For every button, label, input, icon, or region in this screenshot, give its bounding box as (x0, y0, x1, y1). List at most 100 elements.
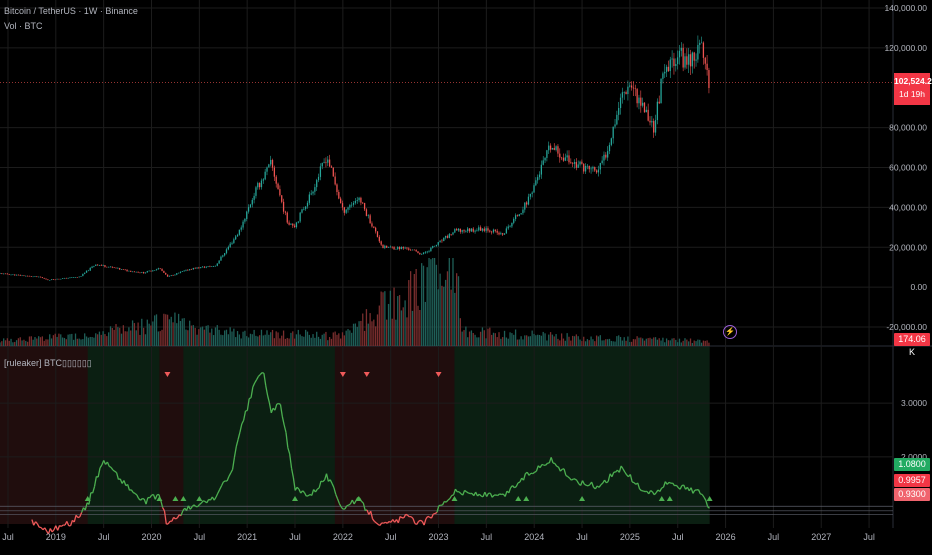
candle-body (416, 250, 417, 251)
candle-body (196, 267, 197, 268)
volume-bar (45, 339, 46, 346)
candle-body (121, 269, 122, 270)
volume-bar (478, 337, 479, 346)
volume-bar (600, 335, 601, 346)
candle-body (290, 224, 291, 225)
candle-body (657, 102, 658, 120)
volume-bar (364, 331, 365, 346)
candle-body (101, 265, 102, 266)
volume-bar (371, 321, 372, 346)
volume-bar (281, 336, 282, 346)
volume-bar (695, 341, 696, 346)
volume-bar (1, 341, 2, 346)
volume-bar (443, 287, 444, 346)
lightning-icon[interactable]: ⚡ (723, 325, 737, 339)
osc-segment (542, 464, 544, 465)
volume-bar (462, 332, 463, 346)
candle-body (33, 276, 34, 277)
candle-body (471, 229, 472, 232)
volume-bar (18, 338, 19, 346)
volume-bar (158, 331, 159, 346)
volume-bar (366, 309, 367, 346)
osc-segment (700, 494, 702, 495)
candle-body (681, 48, 682, 51)
osc-segment (406, 514, 408, 515)
volume-bar (185, 330, 186, 346)
candle-body (373, 226, 374, 227)
volume-bar (79, 339, 80, 346)
volume-bars (0, 258, 710, 346)
candle-body (379, 237, 380, 241)
volume-bar (64, 338, 65, 346)
candle-body (493, 230, 494, 233)
volume-legend[interactable]: Vol · BTC (4, 21, 43, 31)
candle-body (285, 212, 286, 213)
volume-bar (473, 333, 474, 346)
candle-body (279, 189, 280, 195)
volume-bar (419, 310, 420, 346)
candle-body (237, 235, 238, 237)
candle-body (485, 228, 486, 231)
volume-bar (660, 340, 661, 346)
volume-bar (206, 326, 207, 346)
candle-body (648, 110, 649, 121)
candle-body (123, 269, 124, 270)
candle-body (132, 272, 133, 273)
osc-segment (37, 524, 39, 527)
candle-body (473, 229, 474, 232)
candle-body (469, 229, 470, 232)
volume-bar (436, 265, 437, 346)
volume-bar (520, 336, 521, 346)
candle-body (90, 268, 91, 271)
volume-bar (95, 333, 96, 346)
osc-segment (452, 495, 454, 496)
indicator-legend[interactable]: [ruleaker] BTC▯▯▯▯▯▯ (4, 358, 92, 369)
candle-body (403, 247, 404, 248)
volume-bar (683, 341, 684, 346)
candle-body (217, 263, 218, 265)
osc-segment (419, 520, 421, 521)
candle-body (12, 274, 13, 275)
candle-body (288, 223, 289, 225)
volume-bar (640, 338, 641, 346)
candle-body (662, 73, 663, 78)
volume-bar (692, 343, 693, 346)
volume-bar (130, 330, 131, 346)
volume-bar (145, 334, 146, 346)
volume-bar (56, 337, 57, 346)
volume-bar (450, 290, 451, 346)
volume-bar (572, 336, 573, 346)
volume-bar (535, 335, 536, 346)
volume-bar (141, 319, 142, 346)
volume-bar (82, 339, 83, 346)
volume-bar (36, 339, 37, 346)
x-tick-label: Jul (194, 532, 206, 542)
candle-body (248, 207, 249, 212)
candle-body (598, 170, 599, 173)
candle-body (550, 146, 551, 150)
volume-bar (649, 338, 650, 346)
candle-body (312, 192, 313, 194)
volume-bar (410, 271, 411, 346)
volume-bar (10, 339, 11, 346)
candle-body (482, 229, 483, 231)
volume-bar (334, 332, 335, 346)
volume-bar (406, 317, 407, 346)
symbol-title[interactable]: Bitcoin / TetherUS · 1W · Binance (4, 6, 138, 16)
candle-body (526, 202, 527, 204)
candle-body (484, 229, 485, 231)
price-tick-label: 80,000.00 (889, 123, 927, 133)
osc-segment (133, 493, 135, 494)
candle-body (80, 276, 81, 277)
candle-body (108, 267, 109, 268)
volume-bar (624, 337, 625, 346)
volume-bar (119, 328, 120, 346)
volume-bar (209, 333, 210, 346)
candle-body (627, 87, 628, 94)
volume-bar (196, 335, 197, 346)
candle-body (436, 245, 437, 246)
candle-body (358, 198, 359, 200)
candle-body (112, 267, 113, 268)
